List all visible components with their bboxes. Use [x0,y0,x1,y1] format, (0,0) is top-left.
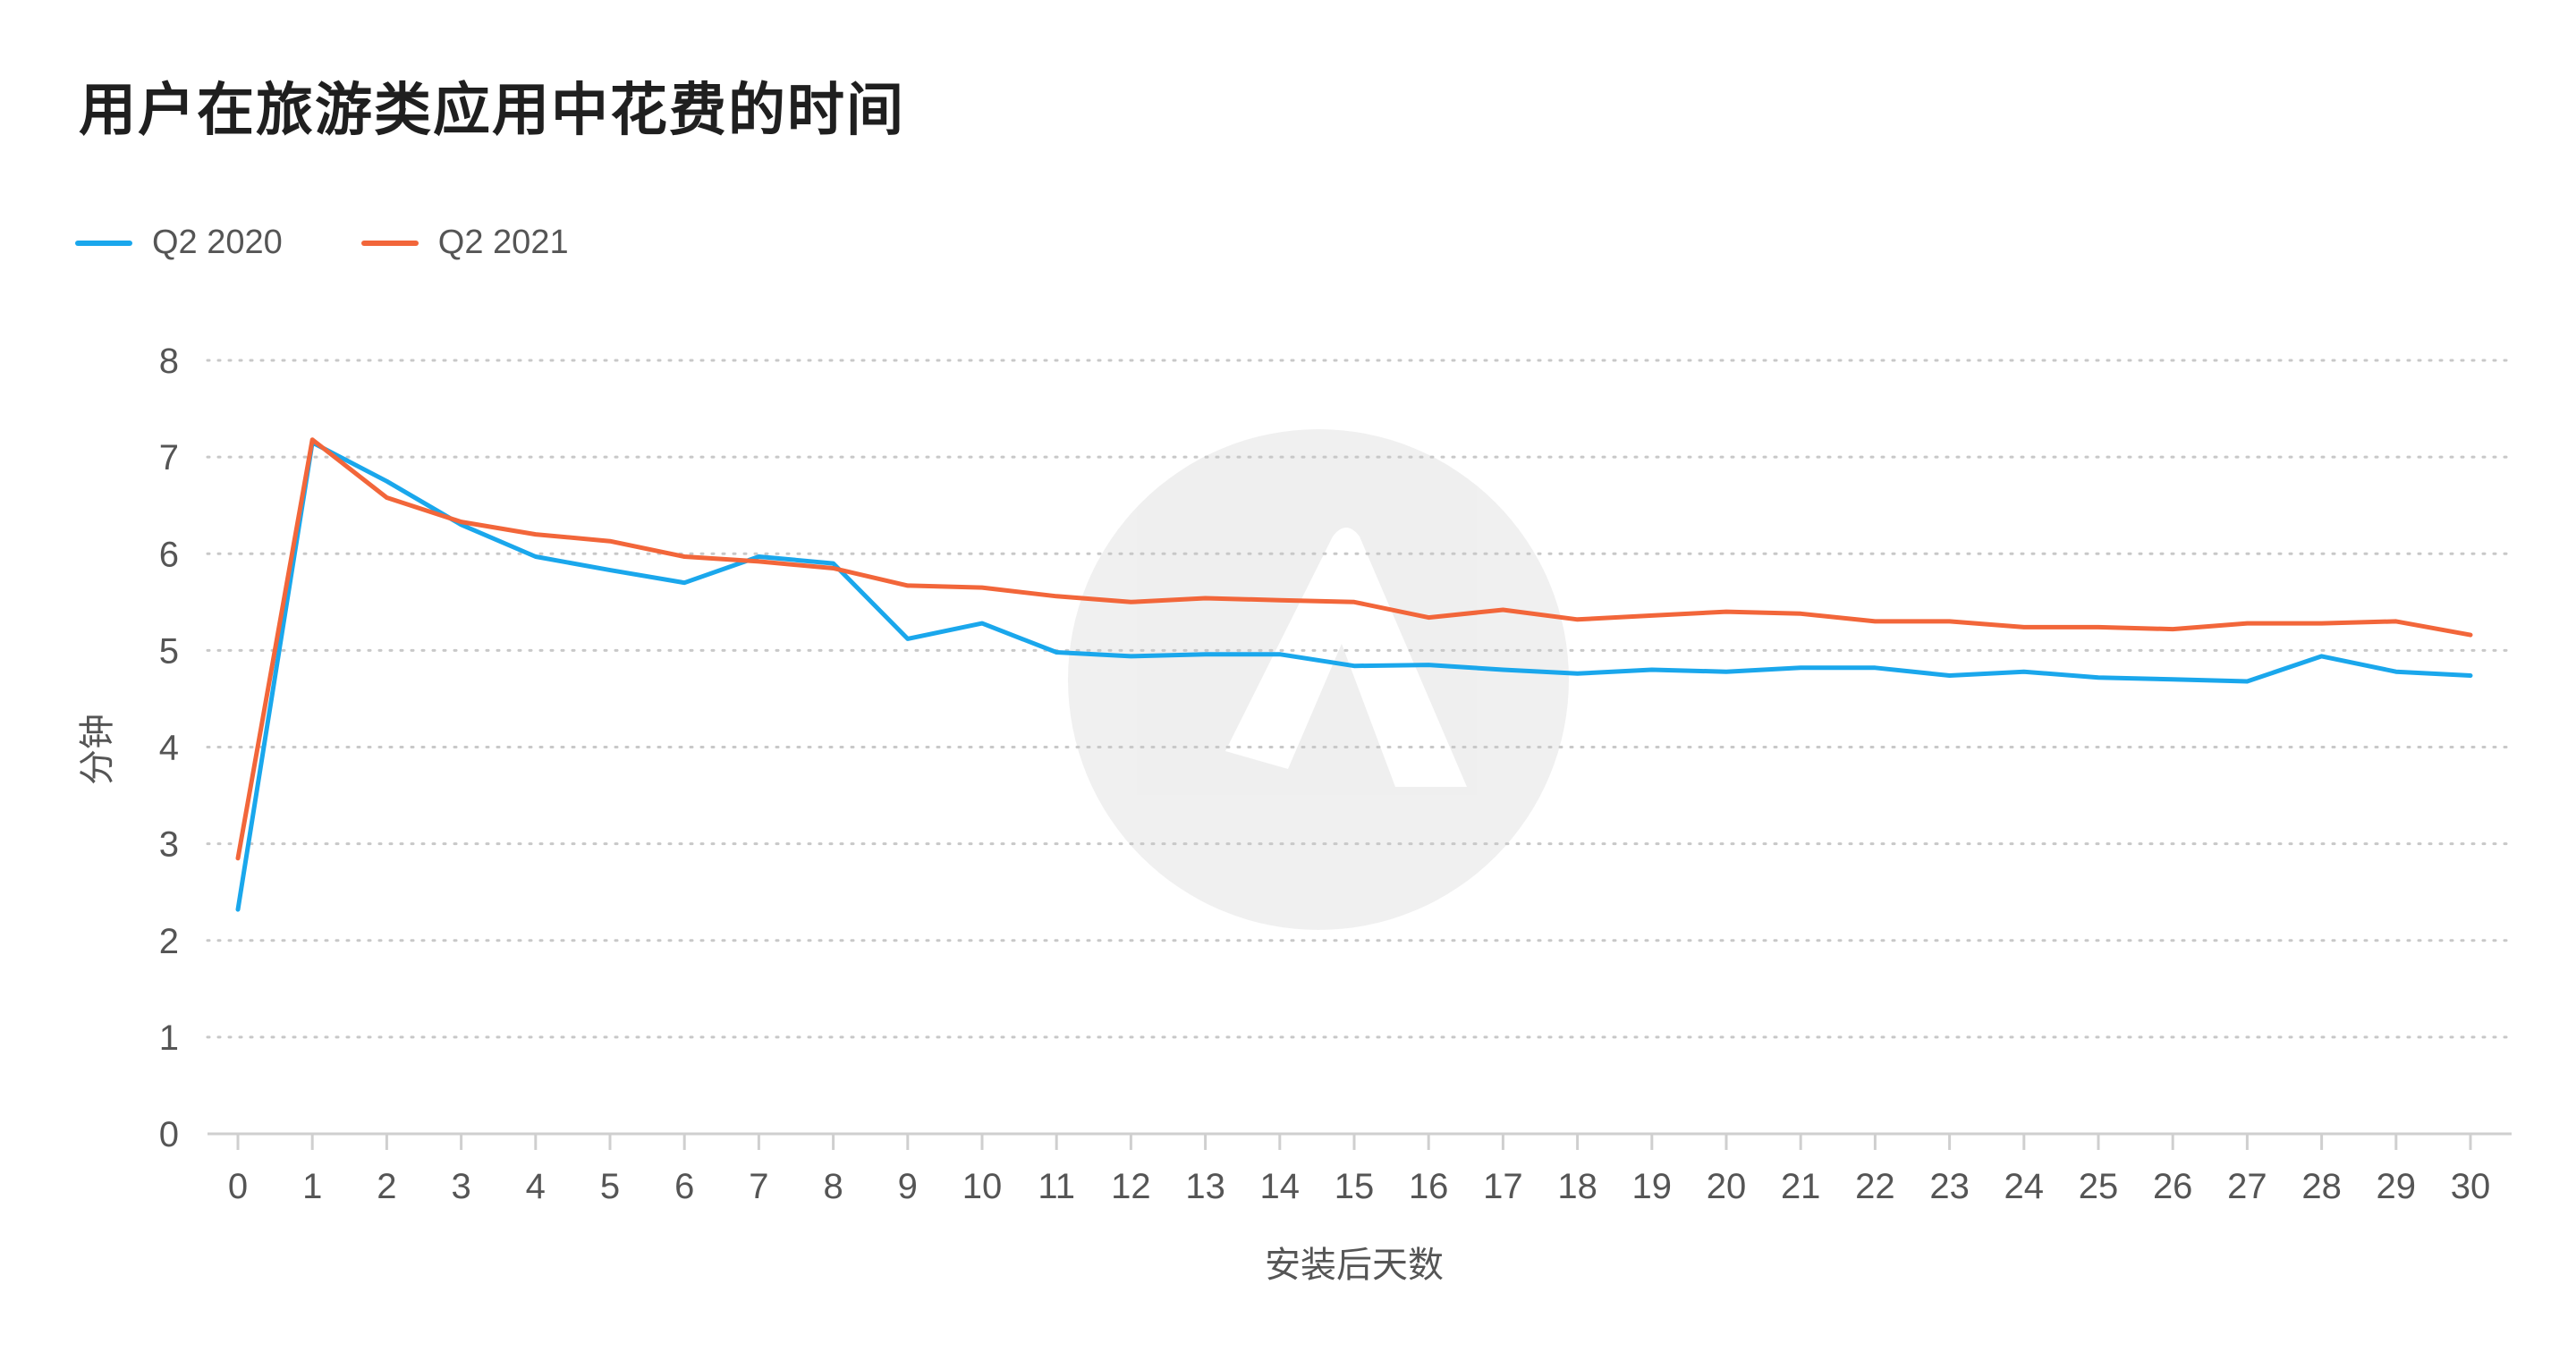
x-tick-label-13: 13 [1185,1167,1225,1206]
x-tick-label-22: 22 [1855,1167,1895,1206]
x-tick-label-5: 5 [600,1167,620,1206]
axes [208,1132,2512,1150]
x-tick-label-26: 26 [2153,1167,2193,1206]
legend-swatch-q2-2021 [360,240,419,246]
y-tick-label-0: 0 [159,1115,179,1154]
x-tick-label-0: 0 [228,1167,248,1206]
x-tick-label-17: 17 [1483,1167,1523,1206]
x-tick-label-1: 1 [302,1167,322,1206]
x-axis-title: 安装后天数 [1265,1245,1444,1286]
x-tick-label-4: 4 [526,1167,546,1206]
series-line-q2-2020 [235,440,2473,912]
x-tick-label-29: 29 [2377,1167,2417,1206]
y-axis-title: 分钟 [77,714,118,785]
x-tick-label-9: 9 [898,1167,918,1206]
y-tick-label-6: 6 [159,535,179,574]
legend-item-q2-2021[interactable]: Q2 2021 [360,224,569,262]
x-tick-label-10: 10 [962,1167,1003,1206]
x-tick-label-16: 16 [1409,1167,1449,1206]
y-tick-label-1: 1 [159,1018,179,1058]
series-lines [235,437,2473,912]
y-tick-label-3: 3 [159,825,179,865]
x-tick-label-23: 23 [1929,1167,1970,1206]
x-tick-label-25: 25 [2079,1167,2119,1206]
legend-label-q2-2020: Q2 2020 [152,224,283,261]
x-tick-label-2: 2 [377,1167,396,1206]
x-tick-label-20: 20 [1707,1167,1747,1206]
legend-item-q2-2020[interactable]: Q2 2020 [75,224,283,262]
y-tick-label-5: 5 [159,631,179,671]
watermark-logo-icon [1068,429,1569,930]
x-tick-label-30: 30 [2451,1167,2491,1206]
x-tick-label-8: 8 [823,1167,843,1206]
legend-swatch-q2-2020 [75,240,132,246]
x-tick-label-24: 24 [2004,1167,2045,1206]
chart-title: 用户在旅游类应用中花费的时间 [79,78,905,144]
x-tick-label-3: 3 [451,1167,470,1206]
grid-lines [206,359,2513,1039]
x-tick-label-7: 7 [749,1167,768,1206]
x-tick-label-15: 15 [1335,1167,1375,1206]
legend: Q2 2020 Q2 2021 [75,224,648,262]
y-tick-label-8: 8 [159,342,179,381]
y-tick-label-2: 2 [159,922,179,961]
series-line-q2-2021 [235,437,2473,861]
x-tick-label-14: 14 [1260,1167,1301,1206]
y-tick-label-4: 4 [159,729,179,768]
x-tick-label-12: 12 [1111,1167,1151,1206]
x-tick-label-28: 28 [2301,1167,2342,1206]
legend-label-q2-2021: Q2 2021 [437,224,569,261]
x-tick-label-6: 6 [674,1167,694,1206]
x-tick-label-11: 11 [1038,1167,1075,1206]
x-tick-label-18: 18 [1557,1167,1597,1206]
y-tick-label-7: 7 [159,438,179,477]
x-tick-label-19: 19 [1632,1167,1673,1206]
x-tick-label-21: 21 [1781,1167,1821,1206]
x-tick-label-27: 27 [2227,1167,2267,1206]
